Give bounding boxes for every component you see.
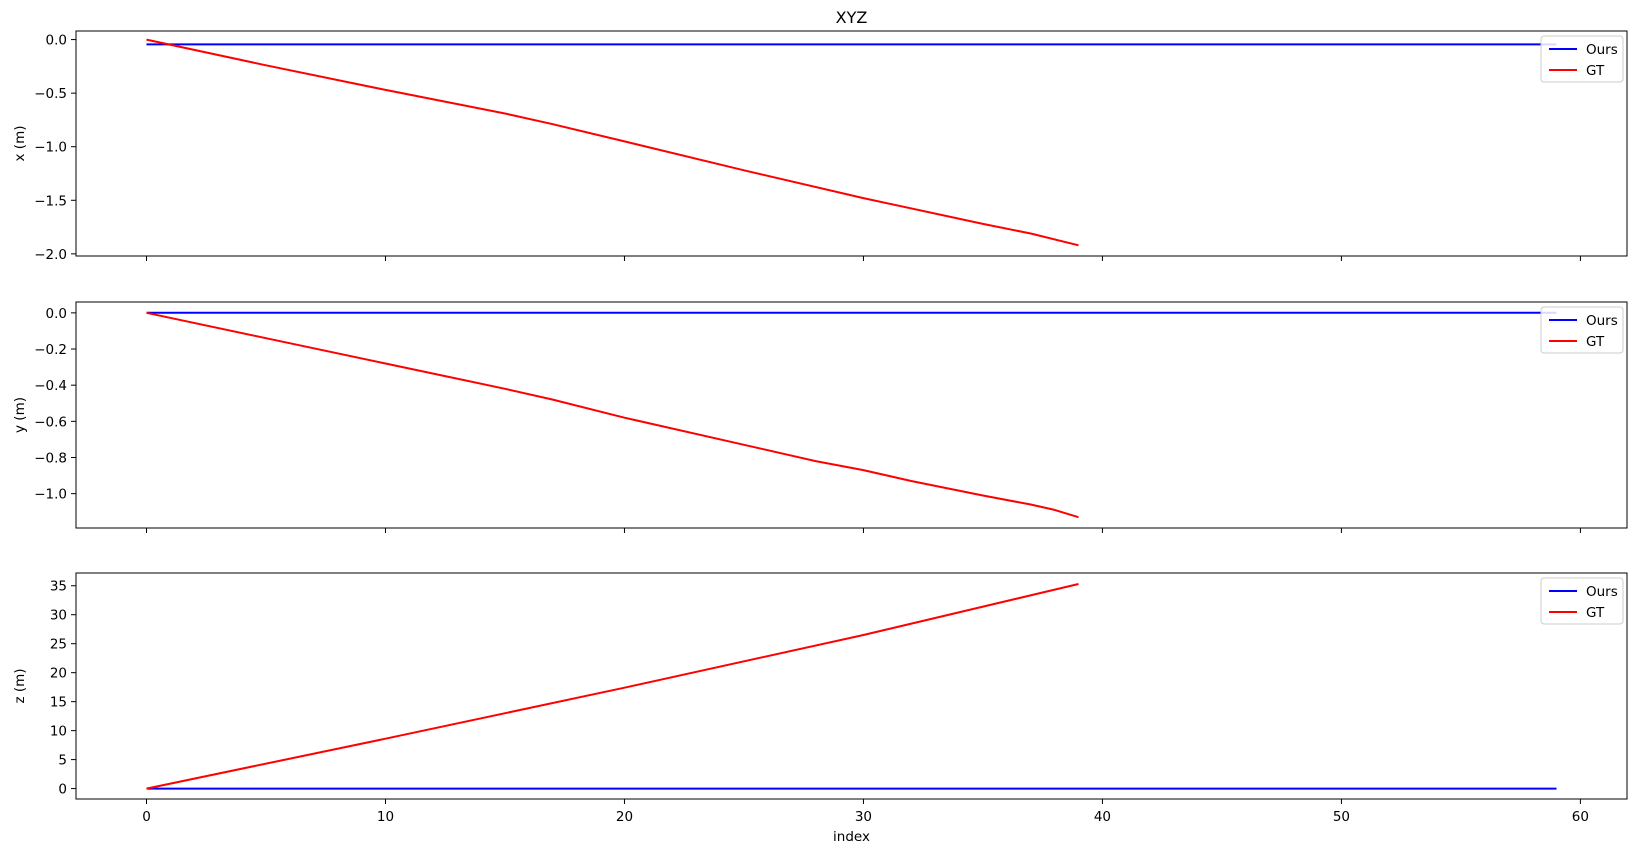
x-tick-label: 10: [377, 809, 394, 825]
y-tick-label: −0.4: [34, 378, 67, 394]
y-tick-label: −0.8: [34, 450, 67, 466]
y-tick-label: −1.5: [34, 193, 67, 209]
chart-title: XYZ: [836, 8, 868, 27]
y-tick-label: 30: [50, 608, 67, 624]
series-line-gt: [146, 583, 1079, 790]
y-axis-label: x (m): [12, 126, 28, 162]
y-tick-label: −1.0: [34, 140, 67, 156]
series-line-gt: [146, 311, 1079, 519]
y-tick-label: 15: [50, 695, 67, 711]
y-tick-label: −0.5: [34, 86, 67, 102]
legend-label-ours: Ours: [1586, 313, 1618, 329]
x-tick-label: 60: [1572, 809, 1589, 825]
y-tick-label: −0.2: [34, 342, 67, 358]
subplot-2: 0.0 −0.2 −0.4 −0.6 −0.8 −1.0 y (m) Ours GT: [12, 301, 1628, 533]
legend: Ours GT: [1540, 306, 1624, 354]
y-tick-label: −1.0: [34, 487, 67, 503]
y-axis-label: y (m): [12, 397, 28, 433]
legend: Ours GT: [1540, 577, 1624, 625]
y-tick-label: 0.0: [46, 306, 67, 322]
x-axis-label: index: [833, 829, 870, 845]
series-line-gt: [146, 38, 1079, 247]
y-tick-label: 20: [50, 666, 67, 682]
x-tick-label: 50: [1333, 809, 1350, 825]
y-tick-label: −0.6: [34, 414, 67, 430]
y-tick-label: 0: [58, 782, 67, 798]
subplots: 0.0 −0.5 −1.0 −1.5 −2.0 XYZ x (m) Ours GT 0.0 −0.2…: [12, 8, 1628, 845]
subplot-3: 0 10 20 30 40 50 60 0 5 10 15 20 25 30 35 z (m) index Our…: [12, 572, 1628, 845]
x-tick-label: 20: [616, 809, 633, 825]
legend-label-gt: GT: [1586, 605, 1605, 621]
x-tick-label: 40: [1094, 809, 1111, 825]
legend-label-ours: Ours: [1586, 42, 1618, 58]
y-tick-label: 5: [58, 753, 67, 769]
axes-frame: [75, 572, 1628, 800]
y-tick-label: 0.0: [46, 33, 67, 49]
legend-label-ours: Ours: [1586, 584, 1618, 600]
y-tick-label: 10: [50, 724, 67, 740]
x-tick-label: 0: [142, 809, 151, 825]
y-tick-label: 35: [50, 579, 67, 595]
y-tick-label: 25: [50, 637, 67, 653]
subplot-1: 0.0 −0.5 −1.0 −1.5 −2.0 XYZ x (m) Ours GT: [12, 8, 1628, 263]
x-tick-label: 30: [855, 809, 872, 825]
legend-label-gt: GT: [1586, 334, 1605, 350]
axes-frame: [75, 301, 1628, 529]
y-axis-label: z (m): [12, 668, 28, 703]
legend: Ours GT: [1540, 35, 1624, 83]
legend-label-gt: GT: [1586, 63, 1605, 79]
axes-frame: [75, 30, 1628, 257]
y-tick-label: −2.0: [34, 247, 67, 263]
